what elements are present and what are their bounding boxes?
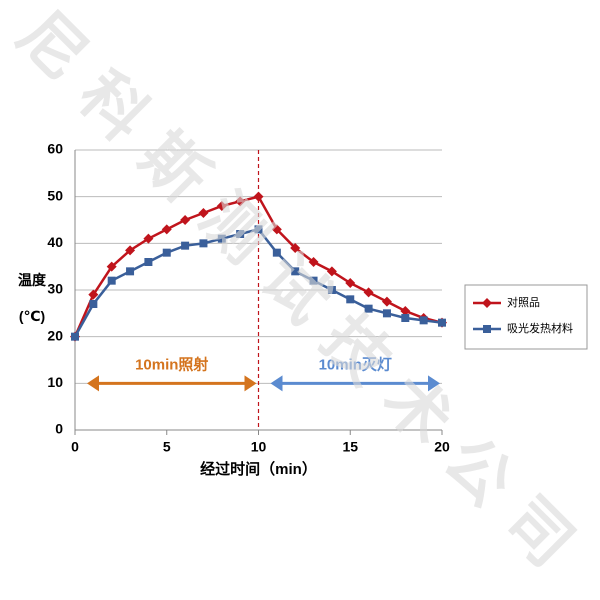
data-point (346, 295, 355, 304)
x-tick-label: 10 (251, 439, 267, 455)
data-point (438, 318, 446, 327)
y-tick-label: 40 (47, 234, 63, 250)
legend-label: 吸光发热材料 (507, 321, 573, 335)
data-point (291, 267, 300, 276)
y-tick-label: 60 (47, 141, 63, 157)
data-point (400, 306, 411, 316)
x-tick-label: 20 (434, 439, 450, 455)
data-point (106, 261, 117, 272)
x-tick-label: 15 (342, 439, 358, 455)
data-point (125, 245, 136, 256)
data-point (198, 208, 209, 218)
data-point (253, 191, 264, 202)
data-point (236, 230, 245, 238)
data-point (419, 316, 428, 325)
y-tick-label: 50 (47, 187, 63, 203)
data-point (107, 276, 116, 285)
legend-marker (482, 298, 492, 308)
arrow-head (428, 375, 440, 392)
data-point (271, 224, 282, 235)
data-point (382, 309, 391, 318)
data-point (126, 267, 135, 276)
data-point (161, 224, 172, 235)
data-point (401, 314, 410, 322)
y-tick-label: 10 (47, 374, 63, 390)
data-point (364, 304, 373, 313)
data-point (235, 196, 246, 207)
legend-label: 对照品 (507, 295, 540, 309)
data-point (180, 215, 191, 225)
data-point (89, 300, 98, 308)
data-point (254, 225, 263, 234)
data-point (308, 257, 319, 267)
legend-marker (483, 325, 491, 333)
data-point (326, 266, 337, 277)
annotation-text: 10min灭灯 (319, 356, 392, 373)
data-point (363, 287, 374, 298)
annotation-text: 10min照射 (135, 355, 208, 373)
data-point (71, 332, 79, 341)
data-point (309, 276, 318, 285)
data-point (381, 296, 392, 307)
data-point (345, 278, 356, 288)
y-axis-label: 温度(℃) (18, 272, 46, 324)
x-axis-label: 经过时间（min） (200, 460, 317, 478)
x-tick-label: 0 (71, 439, 79, 455)
data-point (216, 201, 227, 211)
legend-box (464, 284, 588, 350)
arrow-head (270, 375, 283, 392)
data-point (272, 248, 281, 257)
data-point (217, 234, 226, 243)
x-tick-label: 5 (163, 439, 171, 455)
arrow-head (87, 375, 99, 392)
arrow-head (244, 375, 257, 392)
data-point (162, 248, 171, 257)
data-point (181, 241, 190, 250)
y-tick-label: 20 (47, 327, 63, 343)
y-tick-label: 0 (55, 421, 63, 437)
data-point (144, 258, 153, 266)
data-point (199, 239, 208, 248)
data-point (327, 286, 336, 294)
data-point (143, 233, 154, 244)
data-point (290, 243, 301, 253)
y-tick-label: 30 (47, 281, 63, 297)
data-point (88, 289, 99, 300)
